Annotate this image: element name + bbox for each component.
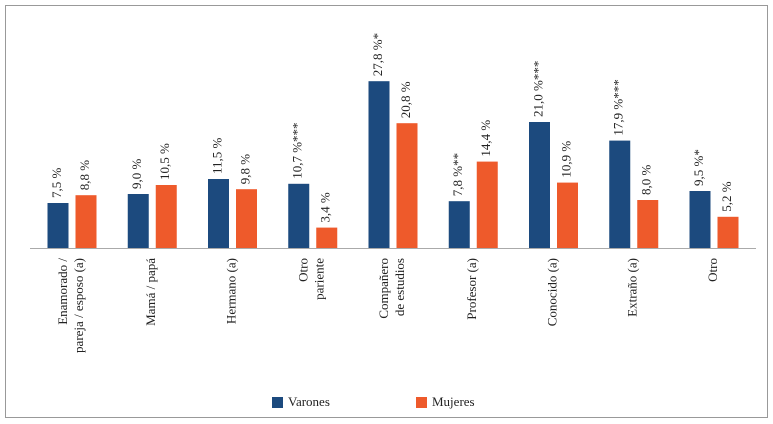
- x-tick-label: Profesor (a): [464, 258, 479, 320]
- bar: [476, 161, 498, 248]
- legend-label: Varones: [288, 394, 330, 409]
- bar: [448, 201, 470, 248]
- value-label: 3,4 %: [318, 192, 333, 223]
- bar: [396, 123, 418, 248]
- value-label: 17,9 %***: [611, 79, 626, 135]
- x-tick-label: Mamá / papá: [143, 258, 158, 326]
- value-label: 9,0 %: [129, 159, 144, 190]
- x-tick-label: Conocido (a): [544, 258, 559, 326]
- value-label: 5,2 %: [719, 181, 734, 212]
- bar: [127, 194, 149, 248]
- value-label: 10,9 %: [558, 141, 573, 178]
- bar: [47, 203, 69, 248]
- legend-label: Mujeres: [432, 394, 475, 409]
- value-label: 10,7 %***: [290, 122, 305, 178]
- bar: [609, 140, 631, 248]
- x-tick-label: Hermano (a): [223, 258, 238, 324]
- bar: [288, 183, 310, 248]
- x-tick-label: Enamorado /: [55, 258, 70, 325]
- value-label: 8,8 %: [77, 160, 92, 191]
- bar: [155, 185, 177, 248]
- value-label: 8,0 %: [639, 165, 654, 196]
- x-tick-label: Otro: [705, 258, 720, 282]
- x-tick-label: pariente: [312, 258, 327, 300]
- bar: [717, 216, 739, 248]
- legend-swatch: [416, 397, 427, 408]
- bar: [316, 227, 338, 248]
- bar: [208, 179, 229, 248]
- bar: [236, 189, 257, 248]
- x-tick-label: Extraño (a): [625, 258, 640, 317]
- bar: [557, 182, 578, 248]
- bar: [529, 122, 550, 248]
- value-label: 7,8 %**: [450, 153, 465, 196]
- value-label: 27,8 %*: [370, 33, 385, 76]
- value-label: 7,5 %: [49, 168, 64, 199]
- chart-border: [5, 5, 768, 418]
- bar: [368, 81, 390, 248]
- value-label: 10,5 %: [157, 143, 172, 180]
- x-tick-label: Compañero: [376, 258, 391, 319]
- value-label: 11,5 %: [209, 137, 224, 174]
- bar: [637, 200, 659, 248]
- x-tick-label: pareja / esposo (a): [71, 258, 86, 353]
- bar: [75, 195, 97, 248]
- value-label: 9,5 %*: [691, 149, 706, 186]
- value-label: 9,8 %: [237, 154, 252, 185]
- value-label: 21,0 %***: [530, 61, 545, 117]
- value-label: 14,4 %: [478, 120, 493, 157]
- legend-swatch: [272, 397, 283, 408]
- bar: [689, 191, 711, 248]
- value-label: 20,8 %: [398, 81, 413, 118]
- x-tick-label: de estudios: [392, 258, 407, 316]
- x-tick-label: Otro: [296, 258, 311, 282]
